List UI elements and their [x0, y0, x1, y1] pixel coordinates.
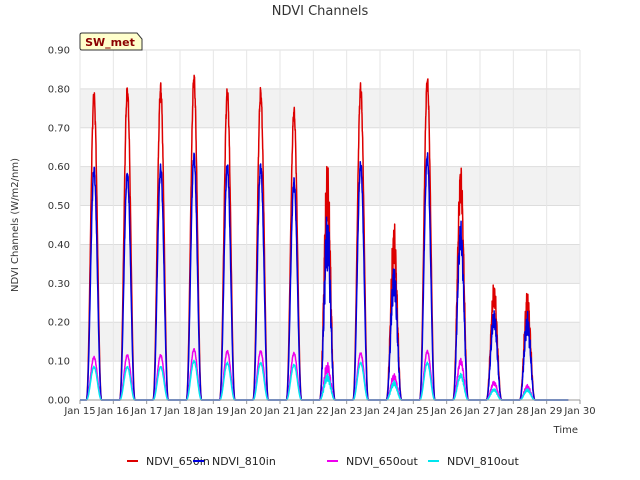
x-tick-label: Jan 20: [230, 406, 262, 417]
x-tick-label: Jan 26: [430, 406, 462, 417]
legend-label: NDVI_650out: [346, 455, 418, 468]
x-tick-label: Jan 25: [397, 406, 429, 417]
legend: NDVI_650in NDVI_810in NDVI_650out NDVI_810o…: [127, 455, 519, 468]
y-tick-label: 0.30: [48, 279, 70, 290]
x-tick-label: Jan 16: [97, 406, 129, 417]
legend-label: NDVI_810in: [212, 455, 276, 468]
y-tick-label: 0.70: [48, 123, 70, 134]
legend-item-ndvi_650in: NDVI_650in: [127, 455, 210, 468]
x-axis-title: Time: [553, 425, 578, 436]
chart-title: NDVI Channels: [272, 4, 369, 19]
legend-item-ndvi_650out: NDVI_650out: [327, 455, 418, 468]
x-tick-label: Jan 23: [330, 406, 362, 417]
y-tick-label: 0.00: [48, 396, 70, 407]
x-tick-label: Jan 27: [463, 406, 495, 417]
badge-shape: [79, 32, 143, 51]
x-tick-label: Jan 15: [63, 406, 95, 417]
x-tick-label: Jan 30: [563, 406, 595, 417]
y-tick-label: 0.90: [48, 46, 70, 57]
x-tick-label: Jan 24: [363, 406, 395, 417]
x-tick-label: Jan 17: [130, 406, 162, 417]
x-tick-label: Jan 22: [297, 406, 329, 417]
y-tick-label: 0.80: [48, 84, 70, 95]
grid-lines: [79, 49, 581, 401]
y-tick-label: 0.10: [48, 357, 70, 368]
legend-label: NDVI_810out: [447, 455, 519, 468]
legend-label: NDVI_650in: [146, 455, 210, 468]
y-tick-label: 0.20: [48, 318, 70, 329]
y-tick-label: 0.40: [48, 240, 70, 251]
y-axis-title: NDVI Channels (W/m2/nm): [10, 158, 21, 292]
sw-met-badge: SW_met: [79, 32, 143, 51]
x-tick-label: Jan 29: [530, 406, 562, 417]
legend-item-ndvi_810in: NDVI_810in: [193, 455, 276, 468]
x-tick-label: Jan 18: [163, 406, 195, 417]
badge-label: SW_met: [85, 36, 135, 49]
plot-band: [80, 88, 580, 128]
y-tick-label: 0.50: [48, 201, 70, 212]
x-tick-label: Jan 21: [263, 406, 295, 417]
legend-item-ndvi_810out: NDVI_810out: [428, 455, 519, 468]
x-tick-label: Jan 19: [197, 406, 229, 417]
y-tick-label: 0.60: [48, 162, 70, 173]
plot-band: [80, 166, 580, 206]
x-axis-ticks: Jan 15 Jan 16 Jan 17 Jan 18 Jan 19 Jan 20 Jan …: [63, 400, 596, 417]
y-axis-ticks: 0.00 0.10 0.20 0.30 0.40 0.50 0.60 0.70 0.80 0.90: [48, 46, 70, 407]
x-tick-label: Jan 28: [497, 406, 529, 417]
